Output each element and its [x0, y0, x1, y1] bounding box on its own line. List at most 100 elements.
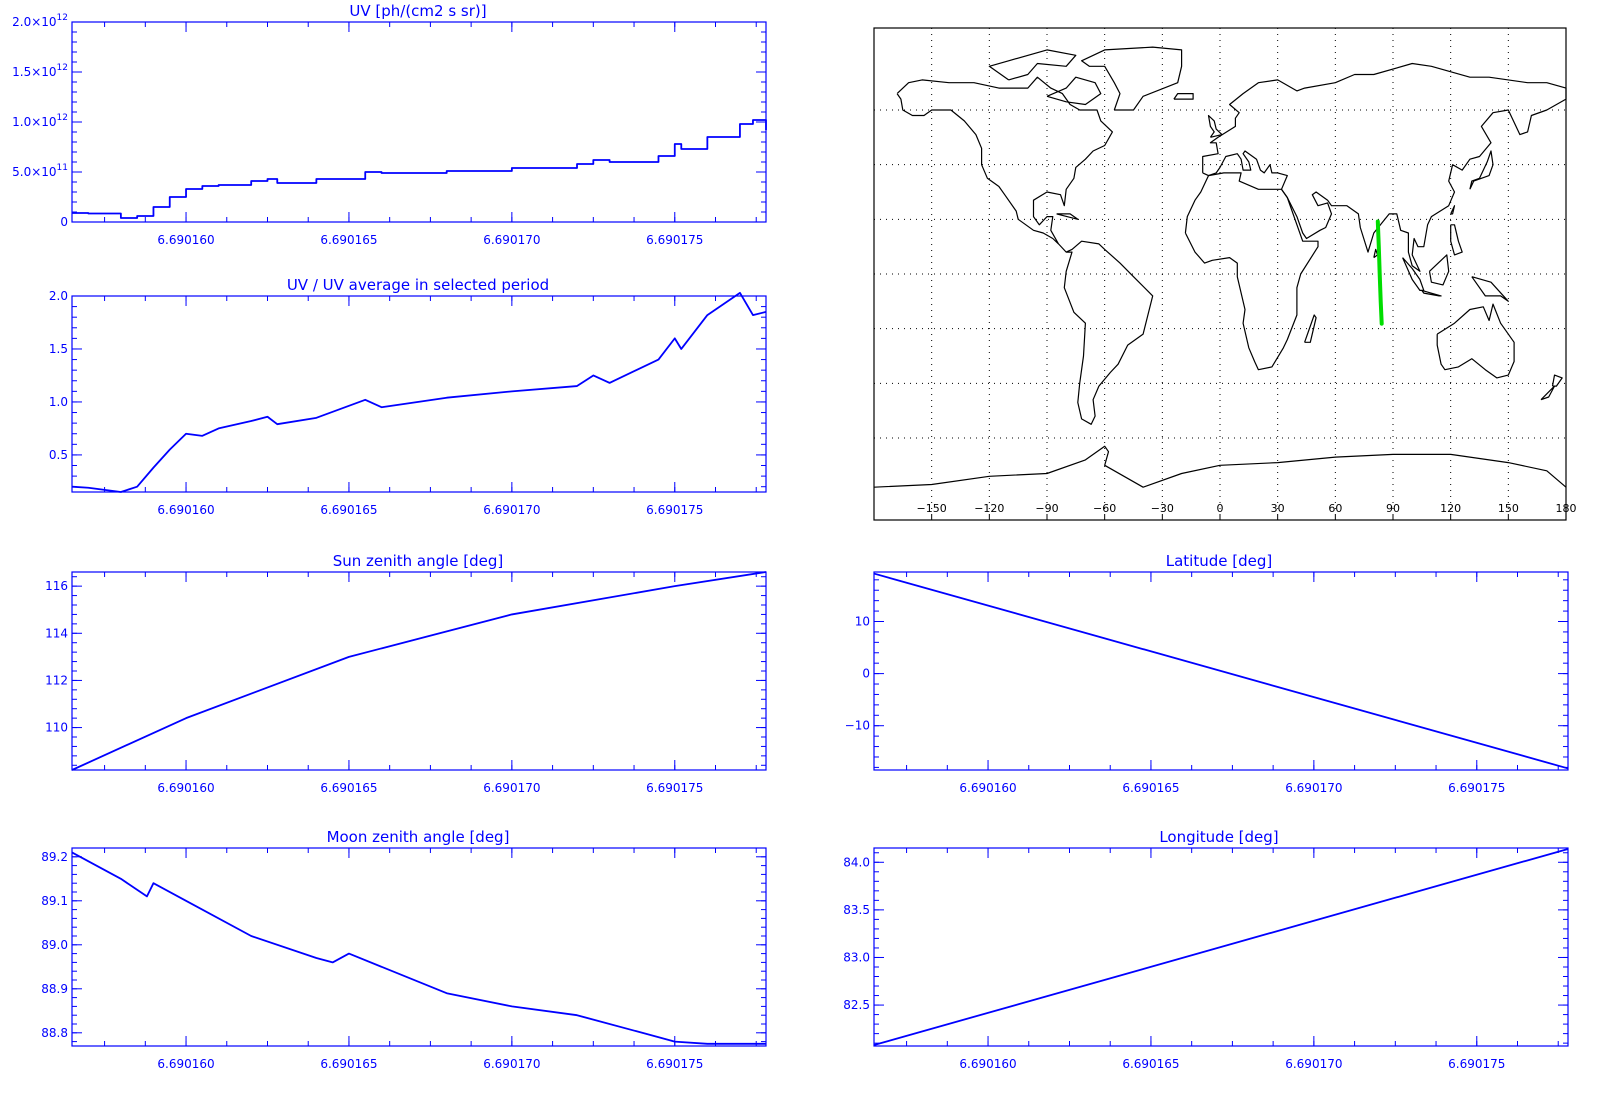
uv-frame: [71, 21, 767, 223]
latitude-y-tick-label: −10: [845, 719, 870, 733]
sun-zenith-plot: Sun zenith angle [deg] 6.690160 6.690165 6…: [45, 552, 767, 795]
map-coastline: [1469, 150, 1494, 190]
mza-x-tick-label: 6.690175: [646, 1057, 703, 1071]
uv_ratio-series-line: [71, 291, 767, 493]
mza-x-tick-label: 6.690170: [483, 1057, 540, 1071]
longitude-frame: [873, 847, 1569, 1047]
sza-y-tick-label: 112: [45, 673, 68, 687]
uv_ratio-y-tick-label: 1.0: [49, 395, 68, 409]
map-coastline: [896, 76, 1154, 425]
map-coastline: [1081, 46, 1183, 111]
sza-y-tick-label: 114: [45, 626, 68, 640]
map-x-tick-label: −120: [974, 502, 1004, 515]
latitude-x-tick-label: 6.690175: [1448, 781, 1505, 795]
mza-x-tick-label: 6.690160: [157, 1057, 214, 1071]
mza-x-tick-label: 6.690165: [320, 1057, 377, 1071]
latitude-series-line: [873, 572, 1569, 770]
map-coastline: [1046, 76, 1102, 106]
map-coastline: [1207, 114, 1223, 138]
longitude-plot: Longitude [deg] 6.690160 6.690165 6.690170…: [843, 828, 1569, 1071]
uv-series-line: [72, 119, 767, 219]
map-coastline: [1450, 205, 1456, 215]
latitude-x-tick-label: 6.690170: [1285, 781, 1342, 795]
uv-y-tick-label: 5.0×1011: [12, 163, 68, 179]
mza-y-tick-label: 88.8: [41, 1026, 68, 1040]
uv-y-tick-label: 2.0×1012: [12, 13, 68, 29]
world-map: −150 −120 −90 −60 −30 0 30 60 90 120 150 180: [873, 27, 1577, 521]
longitude-series-line: [873, 848, 1569, 1046]
longitude-x-tick-label: 6.690165: [1122, 1057, 1179, 1071]
longitude-x-tick-label: 6.690170: [1285, 1057, 1342, 1071]
map-coastline: [1304, 314, 1317, 343]
uv_ratio-x-tick-label: 6.690165: [320, 503, 377, 517]
uv-ratio-plot-title: UV / UV average in selected period: [287, 276, 549, 294]
map-coastline: [1184, 172, 1319, 371]
map-x-tick-label: 90: [1386, 502, 1400, 515]
map-x-tick-label: 150: [1498, 502, 1519, 515]
uv-x-tick-label: 6.690170: [483, 233, 540, 247]
longitude-y-tick-label: 84.0: [843, 855, 870, 869]
map-x-tick-label: 0: [1217, 502, 1224, 515]
map-coastline: [1436, 303, 1515, 379]
uv_ratio-x-tick-label: 6.690175: [646, 503, 703, 517]
uv_ratio-y-tick-label: 1.5: [49, 342, 68, 356]
mza-frame: [71, 847, 767, 1047]
uv_ratio-x-tick-label: 6.690170: [483, 503, 540, 517]
map-coastline: [1373, 248, 1379, 259]
sza-y-tick-label: 110: [45, 721, 68, 735]
map-coastline: [1421, 289, 1442, 297]
map-x-tick-label: −90: [1035, 502, 1058, 515]
uv_ratio-x-tick-label: 6.690160: [157, 503, 214, 517]
latitude-y-tick-label: 10: [855, 615, 870, 629]
map-x-tick-label: 30: [1271, 502, 1285, 515]
uv-y-tick-label: 1.5×1012: [12, 63, 68, 79]
map-x-tick-label: 180: [1556, 502, 1577, 515]
map-x-tick-label: 120: [1440, 502, 1461, 515]
map-coastline: [1173, 93, 1194, 100]
uv-plot: UV [ph/(cm2 s sr)] 6.690160 6.690165 6.690…: [12, 2, 767, 247]
moon-zenith-plot: Moon zenith angle [deg] 6.690160 6.690165…: [41, 828, 767, 1071]
longitude-x-tick-label: 6.690160: [959, 1057, 1016, 1071]
map-coastline: [873, 445, 1567, 488]
map-coastline: [1450, 224, 1463, 256]
sza-frame: [71, 571, 767, 771]
sza-x-tick-label: 6.690160: [157, 781, 214, 795]
map-coastline: [1202, 62, 1567, 272]
sun-zenith-plot-title: Sun zenith angle [deg]: [333, 552, 504, 570]
map-coastline: [1540, 385, 1556, 401]
map-satellite-track: [1375, 219, 1384, 326]
mza-y-tick-label: 89.1: [41, 894, 68, 908]
latitude-x-tick-label: 6.690165: [1122, 781, 1179, 795]
longitude-y-tick-label: 83.0: [843, 950, 870, 964]
map-x-tick-label: −60: [1093, 502, 1116, 515]
map-x-tick-label: −30: [1151, 502, 1174, 515]
sza-series-line: [71, 571, 767, 771]
longitude-x-tick-label: 6.690175: [1448, 1057, 1505, 1071]
longitude-y-tick-label: 82.5: [843, 998, 870, 1012]
mza-y-tick-label: 89.0: [41, 938, 68, 952]
mza-series-line: [71, 851, 766, 1045]
sza-x-tick-label: 6.690170: [483, 781, 540, 795]
uv-y-tick-label: 0: [60, 215, 68, 229]
uv-x-tick-label: 6.690160: [157, 233, 214, 247]
latitude-y-tick-label: 0: [862, 667, 870, 681]
map-coastline: [1428, 254, 1450, 286]
moon-zenith-plot-title: Moon zenith angle [deg]: [327, 828, 510, 846]
uv-x-tick-label: 6.690165: [320, 233, 377, 247]
mza-y-tick-label: 89.2: [41, 850, 68, 864]
longitude-y-tick-label: 83.5: [843, 903, 870, 917]
map-coastline: [1056, 213, 1079, 220]
uv-x-tick-label: 6.690175: [646, 233, 703, 247]
sza-x-tick-label: 6.690175: [646, 781, 703, 795]
uv-y-tick-label: 1.0×1012: [12, 113, 68, 129]
map-coastline: [988, 49, 1077, 81]
uv-ratio-plot: UV / UV average in selected period 6.690…: [49, 276, 767, 517]
sza-x-tick-label: 6.690165: [320, 781, 377, 795]
latitude-x-tick-label: 6.690160: [959, 781, 1016, 795]
mza-y-tick-label: 88.9: [41, 982, 68, 996]
longitude-plot-title: Longitude [deg]: [1159, 828, 1278, 846]
map-x-tick-label: −150: [917, 502, 947, 515]
sza-y-tick-label: 116: [45, 579, 68, 593]
uv_ratio-frame: [71, 295, 767, 493]
latitude-plot-title: Latitude [deg]: [1166, 552, 1272, 570]
